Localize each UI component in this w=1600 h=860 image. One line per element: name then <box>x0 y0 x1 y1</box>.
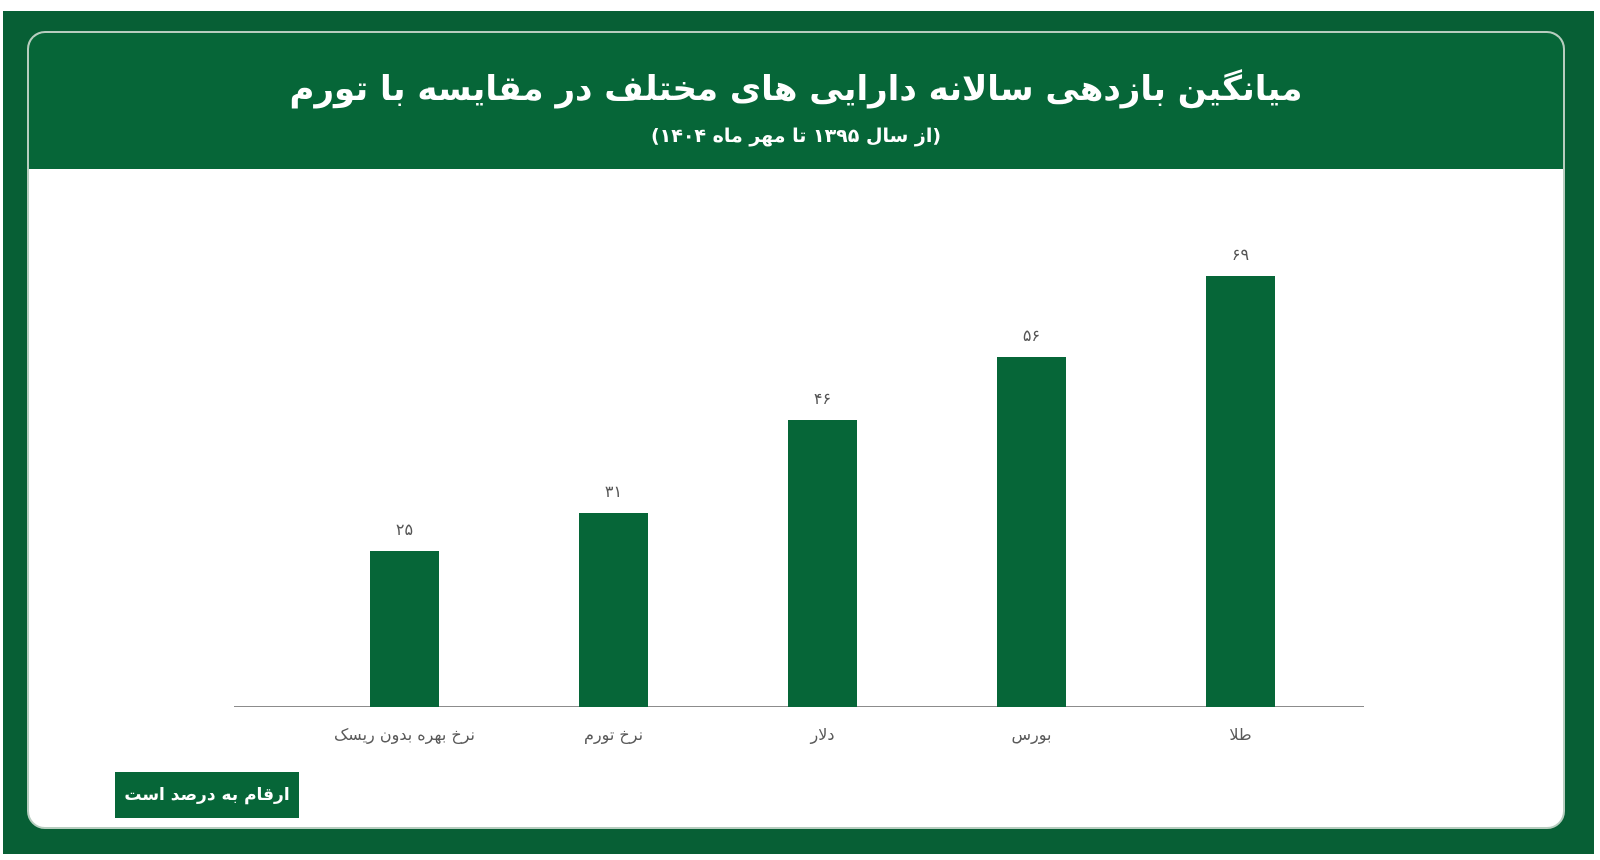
value-label: ۴۶ <box>813 388 832 408</box>
bar-risk-free-rate <box>370 550 439 707</box>
category-label: دلار <box>810 725 835 744</box>
value-label: ۵۶ <box>1022 326 1041 345</box>
category-label: بورس <box>1011 725 1052 744</box>
value-label: ۳۱ <box>604 482 623 502</box>
chart-title: میانگین بازدهی سالانه دارایی های مختلف د… <box>289 69 1303 109</box>
chart-card: میانگین بازدهی سالانه دارایی های مختلف د… <box>27 31 1565 829</box>
chart-subtitle: (از سال ۱۳۹۵ تا مهر ماه ۱۴۰۴) <box>650 125 942 147</box>
category-label: طلا <box>1229 725 1252 744</box>
value-label: ۲۵ <box>395 519 414 539</box>
bar-gold <box>1206 275 1275 707</box>
bar-dollar <box>788 419 857 707</box>
chart-frame: میانگین بازدهی سالانه دارایی های مختلف د… <box>3 11 1594 854</box>
bar-inflation <box>579 513 648 707</box>
bar-stock-market <box>997 357 1066 707</box>
category-label: نرخ بهره بدون ریسک <box>333 725 475 744</box>
plot-area: ۲۵ نرخ بهره بدون ریسک ۳۱ نرخ تورم ۴۶ دلا… <box>29 33 1563 827</box>
category-label: نرخ تورم <box>583 725 644 744</box>
value-label: ۶۹ <box>1231 244 1250 264</box>
units-note: ارقام به درصد است <box>115 772 299 818</box>
chart-header: میانگین بازدهی سالانه دارایی های مختلف د… <box>29 33 1563 169</box>
